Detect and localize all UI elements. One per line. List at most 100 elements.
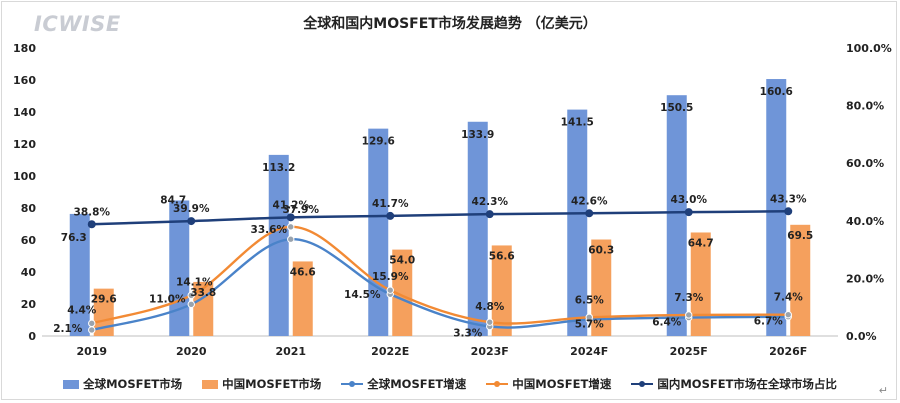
- x-tick-label: 2025F: [670, 345, 708, 358]
- data-label-global-growth: 6.4%: [652, 317, 682, 329]
- point-share: [87, 220, 96, 229]
- y2-tick-label: 20.0%: [846, 272, 884, 285]
- point-share: [585, 209, 594, 218]
- point-china-growth: [486, 318, 494, 326]
- bar-global: [368, 128, 389, 336]
- data-label-china-growth: 15.9%: [372, 271, 409, 283]
- point-share: [784, 207, 793, 216]
- point-china-growth: [287, 223, 295, 231]
- x-tick-label: 2026F: [769, 345, 807, 358]
- bar-china: [292, 261, 313, 336]
- data-label-global-market: 150.5: [660, 102, 693, 114]
- legend: 全球MOSFET市场 中国MOSFET市场 全球MOSFET增速 中国MOSFE…: [0, 376, 900, 392]
- y-tick-label: 80: [21, 202, 37, 215]
- legend-item-china-growth: 中国MOSFET增速: [486, 376, 611, 392]
- point-china-growth: [386, 286, 394, 294]
- data-label-china-market: 64.7: [688, 237, 714, 249]
- y2-tick-label: 40.0%: [846, 215, 884, 228]
- data-label-global-growth: 5.7%: [575, 319, 605, 331]
- point-global-growth: [88, 326, 96, 334]
- legend-item-share: 国内MOSFET市场在全球市场占比: [631, 376, 837, 392]
- x-tick-label: 2024F: [570, 345, 608, 358]
- data-label-china-market: 60.3: [588, 245, 614, 257]
- data-label-share: 41.7%: [372, 198, 409, 210]
- legend-label-china-market: 中国MOSFET市场: [222, 377, 322, 391]
- legend-label-share: 国内MOSFET市场在全球市场占比: [657, 377, 837, 391]
- legend-swatch-china-market: [202, 379, 219, 389]
- point-global-growth: [287, 235, 295, 243]
- legend-item-global-market: 全球MOSFET市场: [63, 376, 182, 392]
- data-label-global-growth: 33.6%: [251, 224, 288, 236]
- data-label-china-growth: 4.8%: [475, 301, 505, 313]
- data-label-china-market: 46.6: [290, 266, 316, 278]
- y-tick-label: 0: [28, 330, 36, 343]
- point-share: [386, 211, 395, 220]
- legend-swatch-china-growth: [486, 379, 509, 389]
- point-share: [187, 217, 196, 226]
- data-label-china-market: 33.8: [190, 287, 216, 299]
- bar-china: [690, 232, 711, 336]
- data-label-china-growth: 4.4%: [67, 304, 97, 316]
- y-tick-label: 160: [13, 74, 36, 87]
- data-label-share: 42.6%: [571, 195, 608, 207]
- y2-tick-label: 80.0%: [846, 100, 884, 113]
- data-label-china-market: 69.5: [787, 230, 813, 242]
- bar-china: [591, 239, 612, 336]
- point-share: [286, 213, 295, 222]
- point-china-growth: [784, 310, 792, 319]
- data-label-global-growth: 6.7%: [754, 316, 784, 328]
- y-tick-label: 180: [13, 42, 36, 55]
- y2-tick-label: 0.0%: [846, 330, 877, 343]
- data-label-global-growth: 11.0%: [149, 293, 186, 305]
- legend-swatch-share: [631, 379, 654, 389]
- y-tick-label: 20: [21, 298, 37, 311]
- data-label-global-market: 76.3: [61, 232, 87, 244]
- point-global-growth: [187, 300, 195, 309]
- bar-global: [69, 213, 90, 336]
- watermark-logo: ICWISE: [34, 12, 121, 36]
- point-china-growth: [187, 291, 195, 300]
- legend-swatch-global-market: [63, 379, 80, 389]
- data-label-global-market: 160.6: [760, 86, 793, 98]
- data-label-global-growth: 3.3%: [453, 327, 483, 339]
- data-label-china-growth: 14.1%: [176, 276, 213, 288]
- data-label-china-market: 54.0: [389, 255, 415, 267]
- y2-tick-label: 100.0%: [846, 42, 892, 55]
- bar-global: [567, 109, 588, 336]
- legend-swatch-global-growth: [341, 379, 364, 389]
- x-tick-label: 2022E: [371, 345, 409, 358]
- y2-tick-label: 60.0%: [846, 157, 884, 170]
- y-tick-label: 100: [13, 170, 36, 183]
- data-label-china-growth: 7.4%: [774, 292, 804, 304]
- y-tick-label: 60: [21, 234, 37, 247]
- data-label-china-growth: 7.3%: [674, 292, 704, 304]
- data-label-china-market: 29.6: [91, 294, 117, 306]
- data-label-share: 39.9%: [173, 203, 210, 215]
- data-label-share: 42.3%: [472, 196, 509, 208]
- legend-label-global-market: 全球MOSFET市场: [83, 377, 183, 391]
- point-china-growth: [88, 319, 96, 328]
- bar-china: [392, 249, 413, 336]
- data-label-china-growth: 37.9%: [283, 204, 320, 216]
- data-label-global-market: 129.6: [362, 136, 395, 148]
- bar-global: [467, 121, 488, 336]
- data-label-share: 43.0%: [671, 194, 708, 206]
- x-tick-label: 2019: [76, 345, 107, 358]
- x-tick-label: 2021: [275, 345, 306, 358]
- data-label-china-growth: 6.5%: [575, 294, 605, 306]
- point-share: [485, 210, 494, 219]
- data-label-global-growth: 2.1%: [53, 323, 83, 335]
- return-mark: ↵: [878, 384, 888, 397]
- bar-global: [766, 79, 787, 336]
- y-tick-label: 120: [13, 138, 36, 151]
- data-label-global-market: 113.2: [262, 162, 295, 174]
- data-label-share: 41.2%: [273, 199, 310, 211]
- point-china-growth: [685, 311, 693, 319]
- data-label-global-market: 133.9: [461, 129, 494, 141]
- point-share: [684, 208, 693, 217]
- data-label-global-growth: 14.5%: [344, 289, 381, 301]
- data-label-global-market: 84.7: [160, 194, 186, 206]
- data-label-share: 43.3%: [770, 193, 807, 205]
